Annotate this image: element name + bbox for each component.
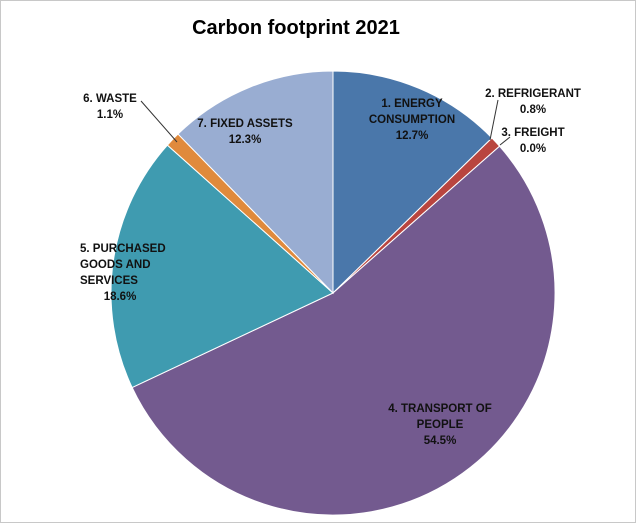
- data-label-4-transport-of: 4. TRANSPORT OF PEOPLE 54.5%: [388, 403, 492, 447]
- data-label-5-purchased: 5. PURCHASED GOODS AND SERVICES 18.6%: [80, 243, 166, 303]
- data-label-1-energy: 1. ENERGY CONSUMPTION 12.7%: [369, 98, 455, 142]
- chart-title: Carbon footprint 2021: [192, 17, 400, 39]
- data-label-3-freight: 3. FREIGHT 0.0%: [501, 127, 564, 155]
- leader-line-6-waste: [140, 100, 178, 143]
- leader-line-3-freight: [499, 136, 511, 146]
- pie-slice-7-fixed-assets: [177, 70, 334, 295]
- data-label-7-fixed-assets: 7. FIXED ASSETS 12.3%: [197, 118, 293, 146]
- data-label-2-refrigerant: 2. REFRIGERANT 0.8%: [485, 88, 581, 116]
- pie-slice-5-purchased: [110, 144, 334, 389]
- pie-slice-4-transport-of: [131, 145, 556, 516]
- pie-slice-1-energy: [332, 70, 493, 295]
- leader-line-2-refrigerant: [489, 99, 499, 141]
- data-label-6-waste: 6. WASTE 1.1%: [83, 93, 137, 121]
